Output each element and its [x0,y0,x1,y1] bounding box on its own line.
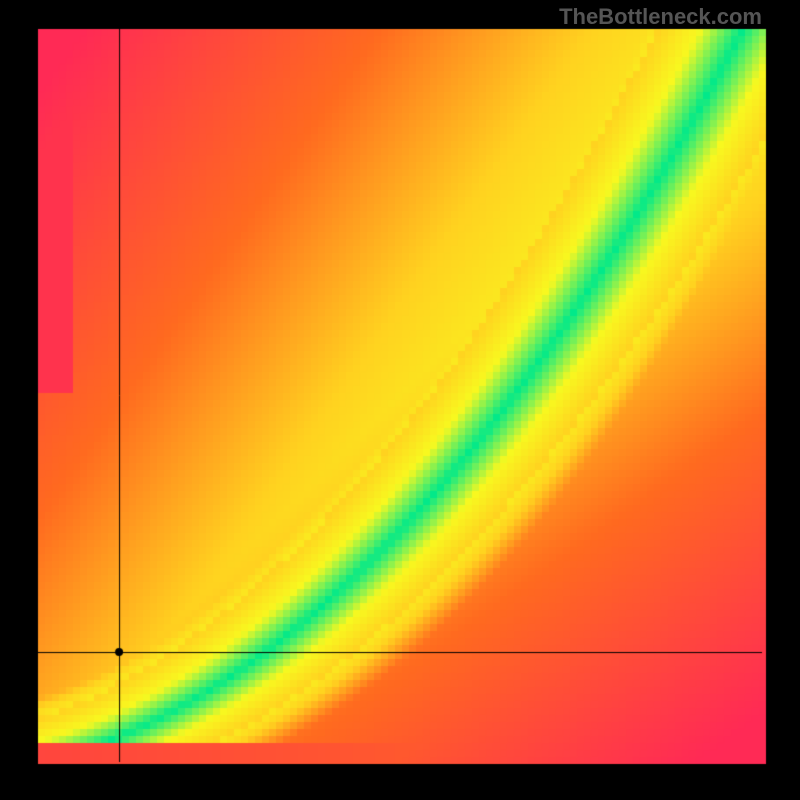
bottleneck-heatmap [0,0,800,800]
watermark-text: TheBottleneck.com [559,4,762,30]
